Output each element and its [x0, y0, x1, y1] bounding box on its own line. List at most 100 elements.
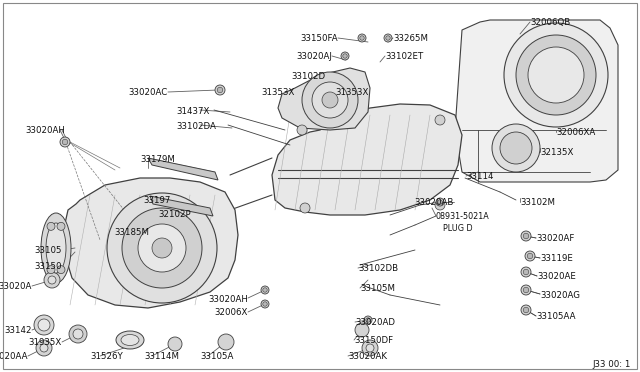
Circle shape: [343, 54, 347, 58]
Circle shape: [73, 329, 83, 339]
Circle shape: [152, 238, 172, 258]
Polygon shape: [272, 104, 462, 215]
Circle shape: [57, 222, 65, 230]
Text: 33020AK: 33020AK: [348, 352, 387, 361]
Text: 33105: 33105: [35, 246, 62, 255]
Text: 33142: 33142: [4, 326, 32, 335]
Text: 33020AF: 33020AF: [536, 234, 574, 243]
Text: 08931-5021A: 08931-5021A: [436, 212, 490, 221]
Text: 33102DB: 33102DB: [358, 264, 398, 273]
Circle shape: [364, 316, 372, 324]
Circle shape: [524, 307, 529, 313]
Text: 33105M: 33105M: [360, 284, 395, 293]
Text: J33 00: 1: J33 00: 1: [592, 360, 630, 369]
Text: 33150FA: 33150FA: [300, 34, 338, 43]
Circle shape: [36, 340, 52, 356]
Circle shape: [62, 139, 68, 145]
Text: 31935X: 31935X: [29, 338, 62, 347]
Text: 33197: 33197: [143, 196, 170, 205]
Text: 33020A: 33020A: [0, 282, 32, 291]
Circle shape: [504, 23, 608, 127]
Text: 33265M: 33265M: [393, 34, 428, 43]
Circle shape: [322, 92, 338, 108]
Circle shape: [218, 334, 234, 350]
Circle shape: [300, 203, 310, 213]
Text: 33020AH: 33020AH: [208, 295, 248, 304]
Circle shape: [138, 224, 186, 272]
Text: 32135X: 32135X: [540, 148, 573, 157]
Circle shape: [38, 319, 50, 331]
Text: 32102P: 32102P: [158, 210, 191, 219]
Circle shape: [521, 285, 531, 295]
Circle shape: [435, 200, 445, 210]
Text: 31353X: 31353X: [262, 88, 295, 97]
Text: 33102D: 33102D: [292, 72, 326, 81]
Text: 31353X: 31353X: [335, 88, 369, 97]
Circle shape: [492, 124, 540, 172]
Circle shape: [263, 288, 268, 292]
Text: 33020AB: 33020AB: [415, 198, 454, 207]
Text: 33150: 33150: [35, 262, 62, 271]
Text: 31526Y: 31526Y: [90, 352, 123, 361]
Ellipse shape: [121, 334, 139, 346]
Text: 33150DF: 33150DF: [354, 336, 393, 345]
Circle shape: [362, 340, 378, 356]
Text: 33105A: 33105A: [200, 352, 234, 361]
Circle shape: [341, 52, 349, 60]
Circle shape: [107, 193, 217, 303]
Polygon shape: [150, 196, 213, 216]
Text: 33102DA: 33102DA: [176, 122, 216, 131]
Circle shape: [524, 287, 529, 293]
Ellipse shape: [41, 213, 71, 283]
Circle shape: [524, 233, 529, 239]
Circle shape: [69, 325, 87, 343]
Circle shape: [261, 300, 269, 308]
Text: PLUG D: PLUG D: [443, 224, 472, 233]
Text: 33020AH: 33020AH: [25, 126, 65, 135]
Circle shape: [302, 72, 358, 128]
Circle shape: [263, 302, 268, 306]
Circle shape: [261, 286, 269, 294]
Circle shape: [516, 35, 596, 115]
Text: 33020AD: 33020AD: [355, 318, 395, 327]
Circle shape: [312, 82, 348, 118]
Circle shape: [528, 47, 584, 103]
Text: 32006QB: 32006QB: [530, 18, 570, 27]
Ellipse shape: [116, 331, 144, 349]
Text: 33102M: 33102M: [520, 198, 555, 207]
Circle shape: [521, 267, 531, 277]
Polygon shape: [455, 20, 618, 182]
Circle shape: [297, 125, 307, 135]
Text: 33114M: 33114M: [144, 352, 179, 361]
Circle shape: [122, 208, 202, 288]
Circle shape: [435, 115, 445, 125]
Circle shape: [47, 222, 55, 230]
Circle shape: [521, 305, 531, 315]
Circle shape: [48, 276, 56, 284]
Text: 33020AG: 33020AG: [540, 291, 580, 300]
Circle shape: [366, 318, 370, 322]
Text: 33102ET: 33102ET: [385, 52, 423, 61]
Text: 33020AE: 33020AE: [537, 272, 576, 281]
Polygon shape: [64, 178, 238, 308]
Circle shape: [386, 36, 390, 40]
Text: 33105AA: 33105AA: [536, 312, 575, 321]
Circle shape: [47, 266, 55, 274]
Circle shape: [168, 337, 182, 351]
Circle shape: [500, 132, 532, 164]
Circle shape: [215, 85, 225, 95]
Text: 31437X: 31437X: [176, 107, 209, 116]
Circle shape: [438, 200, 442, 204]
Circle shape: [360, 36, 364, 40]
Circle shape: [217, 87, 223, 93]
Polygon shape: [278, 68, 370, 130]
Circle shape: [57, 266, 65, 274]
Circle shape: [355, 323, 369, 337]
Circle shape: [358, 34, 366, 42]
Text: 33119E: 33119E: [540, 254, 573, 263]
Circle shape: [366, 344, 374, 352]
Text: 33185M: 33185M: [114, 228, 149, 237]
Circle shape: [524, 269, 529, 275]
Text: 33020AA: 33020AA: [0, 352, 28, 361]
Text: 33020AC: 33020AC: [129, 88, 168, 97]
